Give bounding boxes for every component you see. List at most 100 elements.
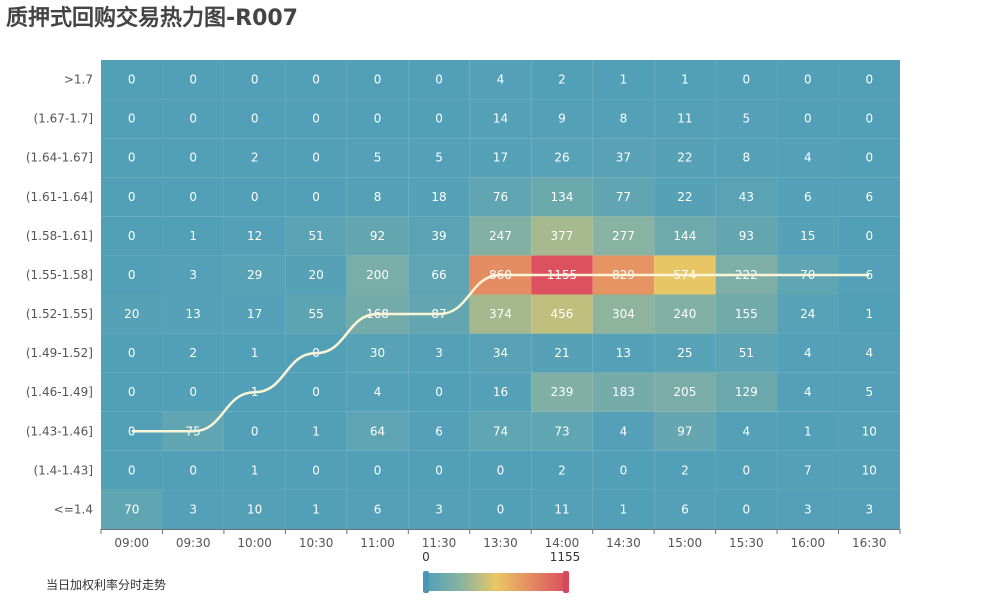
heatmap-cell (469, 138, 532, 178)
cell-value-label: 183 (612, 385, 635, 399)
cell-value-label: 73 (554, 424, 569, 438)
cell-value-label: 3 (189, 268, 197, 282)
cell-value-label: 10 (862, 463, 877, 477)
heatmap-cell (654, 138, 716, 178)
y-tick-label: (1.61-1.64] (26, 190, 93, 204)
heatmap-cell (346, 60, 409, 100)
heatmap-cell (469, 333, 532, 373)
visual-map-max-handle[interactable] (563, 571, 569, 593)
heatmap-cell (592, 216, 655, 256)
heatmap-cell (838, 216, 900, 256)
cell-value-label: 144 (673, 229, 696, 243)
cell-value-label: 64 (370, 424, 385, 438)
cell-value-label: 240 (673, 307, 696, 321)
chart-title: 质押式回购交易热力图-R007 (6, 6, 298, 31)
heatmap-cell (531, 450, 593, 490)
cell-value-label: 13 (186, 307, 201, 321)
cell-value-label: 0 (251, 190, 259, 204)
heatmap-cell (531, 372, 593, 412)
heatmap-cell (223, 255, 286, 295)
cell-value-label: 2 (251, 151, 259, 165)
heatmap-cell (531, 216, 593, 256)
heatmap-cell (715, 216, 778, 256)
x-tick-label: 11:00 (360, 536, 395, 550)
cell-value-label: 8 (620, 112, 628, 126)
heatmap-cell (592, 411, 655, 451)
cell-value-label: 37 (616, 151, 631, 165)
cell-value-label: 13 (616, 346, 631, 360)
cell-value-label: 5 (743, 112, 751, 126)
cell-value-label: 200 (366, 268, 389, 282)
cell-value-label: 456 (551, 307, 574, 321)
cell-value-label: 5 (435, 151, 443, 165)
heatmap-cell (531, 489, 593, 529)
cell-value-label: 1 (312, 502, 320, 516)
y-tick-label: >1.7 (64, 73, 93, 87)
heatmap-cell (285, 138, 347, 178)
visual-map-min-handle[interactable] (423, 571, 429, 593)
heatmap-cell (101, 99, 163, 139)
visual-map-gradient[interactable] (427, 573, 565, 591)
y-tick-label: (1.64-1.67] (26, 151, 93, 165)
heatmap-cell (223, 333, 286, 373)
cell-value-label: 4 (374, 385, 382, 399)
legend-label: 当日加权利率分时走势 (46, 578, 167, 592)
cell-value-label: 0 (128, 268, 136, 282)
cell-value-label: 0 (620, 463, 628, 477)
heatmap-cell (162, 216, 224, 256)
heatmap-cell (346, 255, 409, 295)
cell-value-label: 74 (493, 424, 508, 438)
cell-value-label: 0 (435, 463, 443, 477)
heatmap-cell (101, 255, 163, 295)
x-tick-label: 16:30 (852, 536, 887, 550)
cell-value-label: 0 (128, 190, 136, 204)
heatmap-cell (223, 450, 286, 490)
x-tick-label: 09:00 (114, 536, 149, 550)
heatmap-cell (162, 255, 224, 295)
cell-value-label: 2 (558, 463, 566, 477)
heatmap-cell (654, 450, 716, 490)
cell-value-label: 97 (677, 424, 692, 438)
heatmap-cell (592, 294, 655, 334)
heatmap-cell (469, 177, 532, 217)
heatmap-cell (592, 60, 655, 100)
cell-value-label: 0 (189, 112, 197, 126)
heatmap-cell (654, 372, 716, 412)
cell-value-label: 10 (862, 424, 877, 438)
cell-value-label: 6 (804, 190, 812, 204)
heatmap-cell (715, 60, 778, 100)
cell-value-label: 30 (370, 346, 385, 360)
heatmap-cell (654, 60, 716, 100)
heatmap-cell (285, 372, 347, 412)
trend-line (131, 273, 870, 433)
heatmap-cell (346, 216, 409, 256)
cell-value-label: 15 (800, 229, 815, 243)
cell-value-label: 20 (124, 307, 139, 321)
cell-value-label: 1 (251, 346, 259, 360)
cell-value-label: 3 (865, 502, 873, 516)
cell-value-label: 0 (743, 463, 751, 477)
cell-value-label: 51 (739, 346, 754, 360)
heatmap-cell (223, 294, 286, 334)
heatmap-cell (838, 177, 900, 217)
heatmap-cell (715, 138, 778, 178)
cell-value-label: 1 (620, 502, 628, 516)
cell-value-label: 0 (865, 73, 873, 87)
cell-value-label: 6 (681, 502, 689, 516)
heatmap-cell (408, 489, 470, 529)
heatmap-cell (715, 177, 778, 217)
x-tick-label: 13:30 (483, 536, 518, 550)
heatmap-cell (101, 216, 163, 256)
cell-value-label: 14 (493, 112, 508, 126)
heatmap-cell (223, 489, 286, 529)
heatmap-cell (777, 177, 839, 217)
cell-value-label: 6 (435, 424, 443, 438)
cell-value-label: 39 (431, 229, 446, 243)
cell-value-label: 2 (189, 346, 197, 360)
cell-value-label: 0 (189, 151, 197, 165)
y-tick-label: (1.67-1.7] (34, 112, 94, 126)
cell-value-label: 4 (804, 346, 812, 360)
heatmap-cell (101, 138, 163, 178)
cell-value-label: 0 (743, 73, 751, 87)
y-tick-label: (1.55-1.58] (26, 268, 93, 282)
